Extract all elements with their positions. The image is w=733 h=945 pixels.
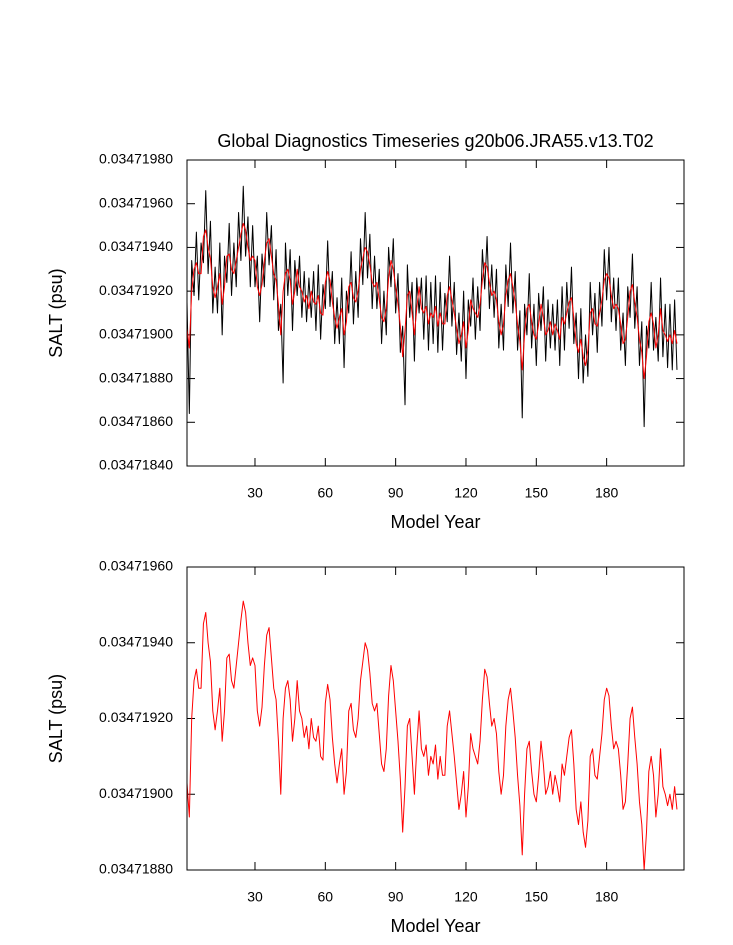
- x-tick-label: 120: [454, 485, 478, 501]
- x-tick-label: 60: [318, 889, 334, 905]
- y-tick-label: 0.03471920: [99, 709, 173, 725]
- y-axis-label: SALT (psu): [46, 674, 66, 763]
- series-line: [186, 600, 678, 871]
- plot-frame: [186, 566, 685, 871]
- x-tick-label: 180: [595, 485, 619, 501]
- x-tick-label: 180: [595, 889, 619, 905]
- series-line: [186, 222, 678, 380]
- y-tick-label: 0.03471920: [99, 282, 173, 298]
- y-tick-label: 0.03471960: [99, 194, 173, 210]
- x-axis-label: Model Year: [390, 916, 480, 936]
- y-tick-label: 0.03471980: [99, 151, 173, 167]
- x-tick-label: 30: [247, 485, 263, 501]
- y-axis-label: SALT (psu): [46, 268, 66, 357]
- y-tick-label: 0.03471940: [99, 238, 173, 254]
- y-tick-label: 0.03471860: [99, 413, 173, 429]
- y-tick-label: 0.03471840: [99, 457, 173, 473]
- x-tick-label: 120: [454, 889, 478, 905]
- x-axis-label: Model Year: [390, 512, 480, 532]
- series-line: [186, 185, 678, 428]
- x-tick-label: 60: [318, 485, 334, 501]
- x-tick-label: 30: [247, 889, 263, 905]
- y-tick-label: 0.03471880: [99, 861, 173, 877]
- x-tick-label: 150: [525, 889, 549, 905]
- chart-title: Global Diagnostics Timeseries g20b06.JRA…: [217, 131, 653, 151]
- y-tick-label: 0.03471960: [99, 558, 173, 574]
- plot-frame: [186, 159, 685, 467]
- y-tick-label: 0.03471900: [99, 326, 173, 342]
- x-tick-label: 90: [388, 485, 404, 501]
- y-tick-label: 0.03471940: [99, 633, 173, 649]
- y-tick-label: 0.03471880: [99, 369, 173, 385]
- y-tick-label: 0.03471900: [99, 785, 173, 801]
- x-tick-label: 90: [388, 889, 404, 905]
- x-tick-label: 150: [525, 485, 549, 501]
